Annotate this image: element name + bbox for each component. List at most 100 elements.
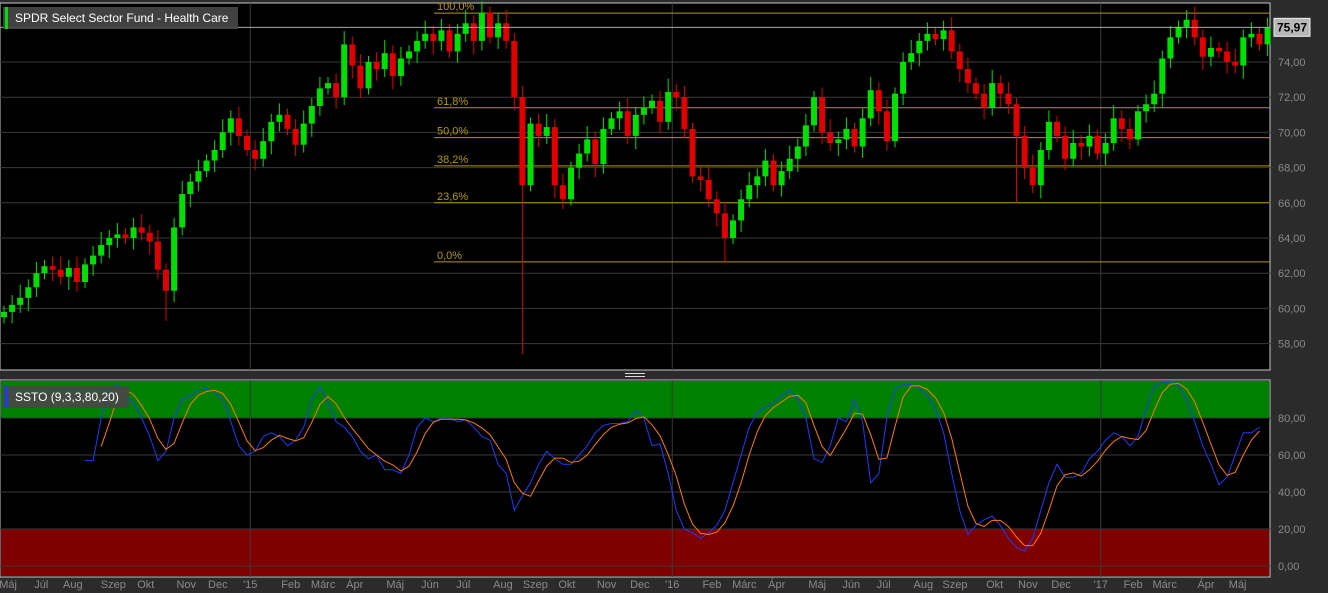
candle-body (811, 97, 817, 126)
candle-body (867, 90, 874, 119)
candle-body (341, 44, 348, 98)
x-tick-label: Dec (208, 579, 228, 591)
candle-body (543, 127, 550, 136)
oscillator-tick-label: 20,00 (1278, 524, 1306, 536)
candle-body (1005, 93, 1012, 105)
candle-body (1078, 142, 1085, 147)
candle-body (592, 139, 599, 165)
candle-body (1029, 167, 1036, 186)
legend-color-marker (5, 7, 8, 29)
candle-body (397, 58, 404, 77)
candle-body (1248, 33, 1255, 38)
panel-resize-handle[interactable] (620, 372, 646, 378)
candle-body (705, 179, 712, 200)
candle-body (697, 176, 704, 180)
candle-body (924, 33, 931, 41)
candle-body (827, 132, 834, 143)
candle-body (1135, 111, 1141, 140)
candle-body (227, 118, 234, 133)
candle-body (802, 125, 809, 147)
candle-body (106, 238, 113, 246)
last-price-label: 75,97 (1277, 20, 1307, 34)
candle-body (1045, 121, 1052, 150)
price-tick-label: 70,00 (1278, 127, 1306, 139)
x-tick-label: Feb (702, 579, 721, 591)
price-legend[interactable]: SPDR Select Sector Fund - Health Care (3, 7, 239, 29)
price-tick-label: 68,00 (1278, 163, 1306, 175)
candle-body (1118, 118, 1125, 129)
candle-body (568, 167, 574, 200)
oversold-zone (1, 529, 1269, 576)
x-tick-label: Okt (137, 579, 154, 591)
x-tick-label: Márc (311, 579, 336, 591)
candle-body (649, 100, 655, 108)
candle-body (632, 114, 639, 136)
candle-body (819, 97, 826, 133)
x-tick-label: Jún (421, 579, 439, 591)
candle-body (835, 139, 842, 143)
candle-body (535, 123, 542, 136)
candle-body (681, 97, 688, 129)
x-tick-label: Okt (986, 579, 1003, 591)
candle-body (187, 181, 194, 194)
legend-color-marker (5, 386, 8, 408)
candle-body (900, 62, 907, 94)
candle-body (770, 160, 777, 186)
candle-body (98, 245, 105, 256)
candle-body (713, 199, 720, 214)
candle-body (470, 23, 477, 41)
x-tick-label: Ápr (1197, 578, 1214, 591)
candle-body (300, 123, 307, 145)
candle-body (316, 88, 323, 106)
candle-body (640, 107, 647, 115)
candle-body (154, 241, 161, 270)
x-tick-label: Okt (558, 579, 575, 591)
candle-body (1207, 47, 1214, 57)
price-tick-label: 66,00 (1278, 198, 1306, 210)
price-tick-label: 60,00 (1278, 303, 1306, 315)
candle-body (422, 33, 429, 41)
x-tick-label: Ápr (346, 578, 363, 591)
candle-body (859, 118, 866, 147)
oscillator-tick-label: 40,00 (1278, 487, 1306, 499)
x-tick-label: Júl (456, 579, 470, 591)
oscillator-tick-label: 80,00 (1278, 413, 1306, 425)
candle-body (357, 65, 364, 89)
candle-body (381, 53, 388, 70)
candle-body (130, 227, 137, 238)
candle-body (1183, 19, 1190, 27)
candle-body (1232, 62, 1239, 66)
candle-body (1054, 121, 1060, 136)
candle-body (940, 30, 947, 40)
candle-body (916, 40, 923, 54)
candle-body (673, 91, 680, 98)
x-tick-label: Máj (386, 579, 404, 591)
candle-body (163, 269, 169, 291)
candle-body (600, 128, 607, 165)
candle-body (268, 121, 275, 142)
candle-body (892, 93, 898, 142)
candle-body (1175, 26, 1182, 38)
price-tick-label: 74,00 (1278, 57, 1306, 69)
x-tick-label: Aug (493, 579, 513, 591)
fib-level-label: 0,0% (437, 250, 462, 262)
candle-body (495, 23, 502, 38)
candle-body (1037, 150, 1044, 186)
x-tick-label: Júl (34, 579, 48, 591)
candle-body (1126, 128, 1133, 140)
x-tick-label: Dec (1051, 579, 1071, 591)
candle-body (195, 171, 202, 182)
oscillator-tick-label: 0,00 (1278, 561, 1299, 573)
candle-body (9, 304, 16, 312)
candle-body (325, 83, 331, 89)
candle-body (1013, 104, 1020, 136)
candle-body (1199, 37, 1206, 57)
candle-body (875, 90, 882, 112)
candle-body (373, 62, 380, 70)
candle-body (235, 118, 242, 136)
candle-body (616, 111, 623, 119)
candle-body (244, 135, 250, 150)
oscillator-legend[interactable]: SSTO (9,3,3,80,20) (3, 386, 129, 408)
x-tick-label: Nov (597, 579, 617, 591)
candle-body (25, 287, 32, 298)
